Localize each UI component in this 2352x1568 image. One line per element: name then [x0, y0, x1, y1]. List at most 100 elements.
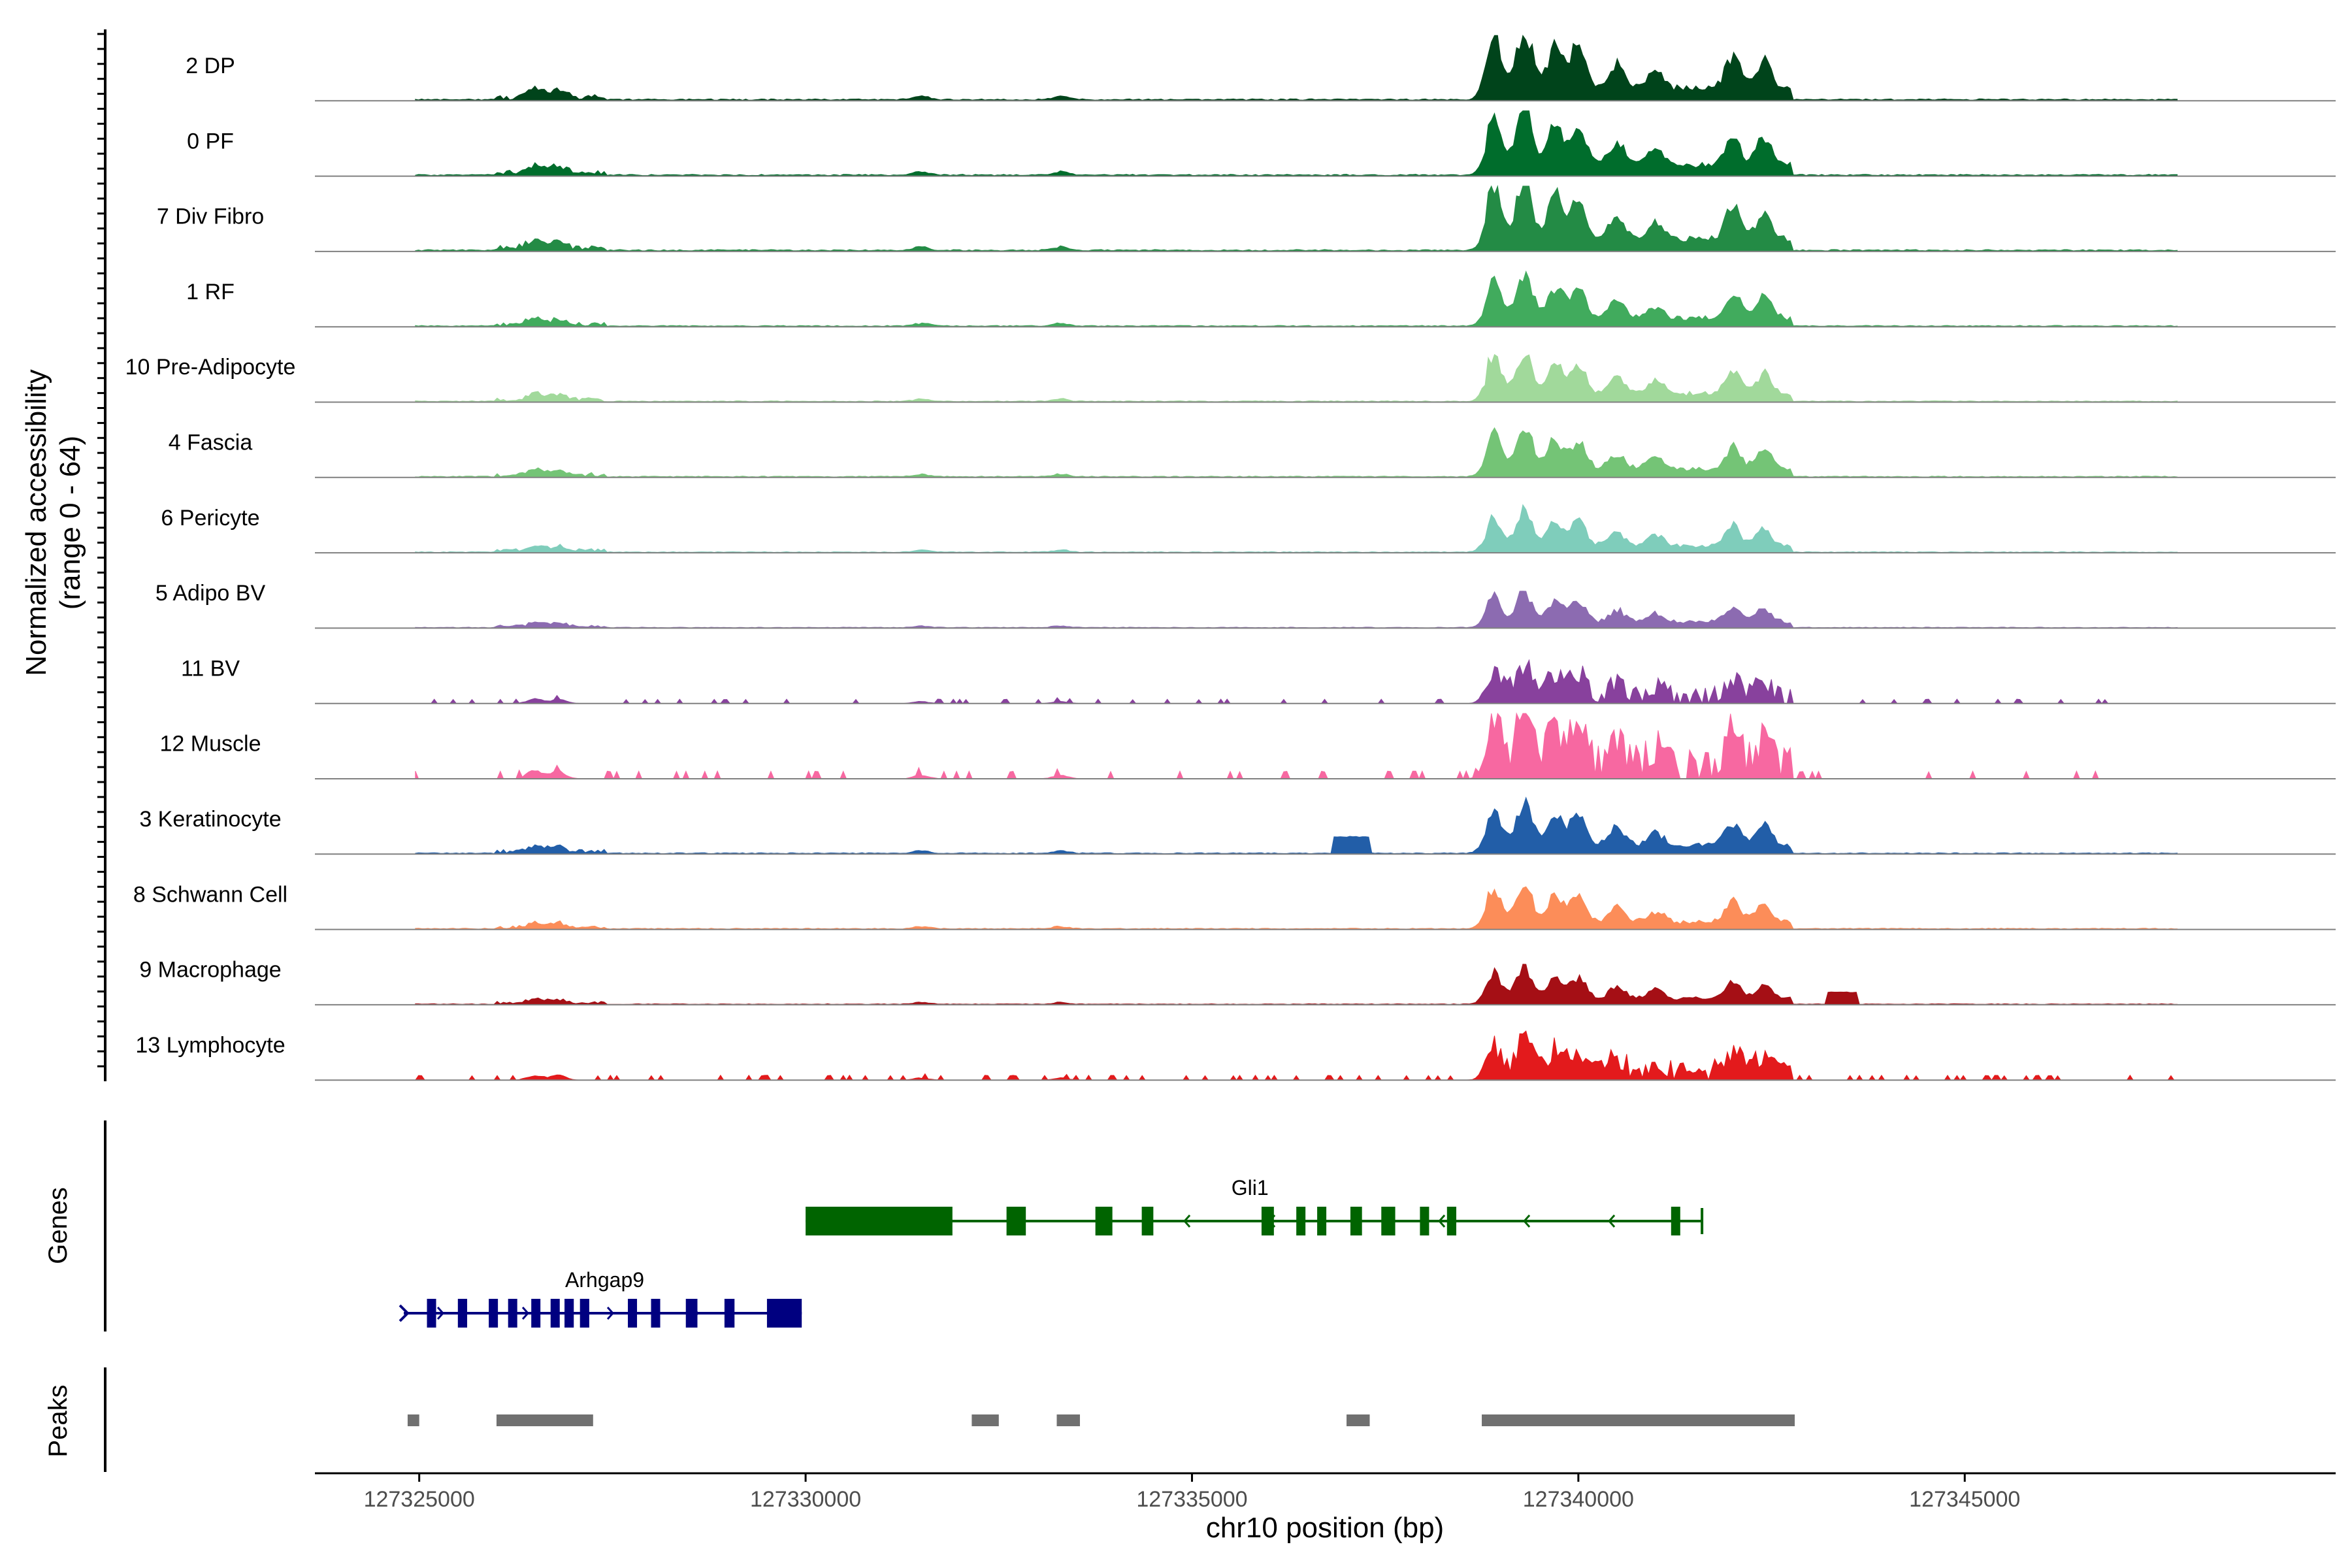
genes-panel-label: Genes	[44, 1187, 73, 1264]
peak-block	[1347, 1414, 1370, 1426]
gene-exon	[766, 1299, 802, 1328]
track-label: 11 BV	[181, 656, 240, 681]
track-area	[415, 353, 2178, 402]
track-label: 10 Pre-Adipocyte	[125, 355, 296, 380]
gene-exon	[1317, 1207, 1327, 1235]
x-axis-title: chr10 position (bp)	[1206, 1512, 1444, 1544]
gene-exon	[806, 1207, 953, 1235]
peaks-panel-label: Peaks	[44, 1384, 73, 1457]
track-8-schwann-cell: 8 Schwann Cell	[133, 882, 2336, 930]
gene-gli1: Gli1	[806, 1176, 1704, 1235]
track-area	[415, 427, 2178, 478]
gene-exon	[427, 1299, 436, 1328]
x-tick-label: 127335000	[1136, 1487, 1247, 1512]
gene-exon	[489, 1299, 498, 1328]
track-label: 1 RF	[186, 280, 235, 304]
gene-exon	[1095, 1207, 1113, 1235]
x-tick-label: 127340000	[1523, 1487, 1634, 1512]
track-label: 3 Keratinocyte	[139, 807, 281, 832]
gene-label: Arhgap9	[565, 1268, 644, 1292]
track-label: 12 Muscle	[160, 732, 261, 757]
track-1-rf: 1 RF	[186, 270, 2336, 328]
track-area	[415, 712, 2178, 780]
track-4-fascia: 4 Fascia	[169, 427, 2336, 478]
gene-exon	[1006, 1207, 1026, 1235]
y-axis-title-main: Normalized accessibility	[20, 369, 52, 676]
track-9-macrophage: 9 Macrophage	[139, 958, 2336, 1005]
track-label: 13 Lymphocyte	[135, 1033, 285, 1058]
track-2-dp: 2 DP	[186, 35, 2336, 102]
track-area	[415, 659, 2178, 705]
track-5-adipo-bv: 5 Adipo BV	[155, 581, 2336, 629]
gene-exon	[1261, 1207, 1274, 1235]
genes-panel: Genes Gli1 Arhgap9	[44, 1120, 1704, 1331]
gene-arhgap9: Arhgap9	[399, 1268, 802, 1328]
strand-arrow	[1438, 1215, 1446, 1228]
track-12-muscle: 12 Muscle	[160, 712, 2336, 780]
gene-exon	[1446, 1207, 1456, 1235]
track-area	[415, 796, 2178, 855]
track-area	[414, 1030, 2178, 1081]
gene-exon	[1296, 1207, 1306, 1235]
track-area	[415, 591, 2178, 629]
gene-exon	[550, 1299, 560, 1328]
peak-block	[407, 1414, 419, 1426]
track-label: 4 Fascia	[169, 431, 253, 455]
gene-exon	[508, 1299, 517, 1328]
track-6-pericyte: 6 Pericyte	[161, 504, 2336, 554]
gene-exon	[1420, 1207, 1429, 1235]
coverage-tracks: 2 DP 0 PF 7 Div Fibro 1 RF 10 Pre-Adipocyte 4…	[125, 35, 2336, 1081]
left-axis	[97, 29, 106, 1081]
gene-exon	[457, 1299, 468, 1328]
track-label: 9 Macrophage	[139, 958, 281, 983]
strand-arrow	[1183, 1215, 1191, 1228]
gene-exon	[531, 1299, 541, 1328]
y-axis-title: Normalized accessibility (range 0 - 64)	[20, 369, 86, 676]
strand-arrow	[436, 1307, 445, 1320]
strand-arrow	[1523, 1215, 1531, 1228]
strand-arrow	[1608, 1215, 1616, 1228]
gene-exon	[1381, 1207, 1396, 1235]
peak-block	[972, 1414, 999, 1426]
track-10-pre-adipocyte: 10 Pre-Adipocyte	[125, 353, 2336, 403]
track-area	[415, 504, 2178, 553]
track-0-pf: 0 PF	[187, 110, 2336, 177]
gene-label: Gli1	[1232, 1176, 1269, 1200]
gene-exon	[651, 1299, 661, 1328]
peak-block	[496, 1414, 593, 1426]
gene-start-marker	[399, 1304, 410, 1322]
track-13-lymphocyte: 13 Lymphocyte	[135, 1030, 2336, 1081]
track-label: 7 Div Fibro	[157, 204, 264, 229]
track-area	[415, 886, 2178, 930]
gene-exon	[1141, 1207, 1154, 1235]
gene-exon	[580, 1299, 589, 1328]
peak-block	[1056, 1414, 1080, 1426]
gene-exon	[628, 1299, 638, 1328]
gene-exon	[1350, 1207, 1362, 1235]
track-3-keratinocyte: 3 Keratinocyte	[139, 796, 2336, 855]
gene-exon	[685, 1299, 698, 1328]
strand-arrow	[521, 1307, 530, 1320]
track-area	[415, 964, 2178, 1005]
x-axis: chr10 position (bp) 127325000 127330000 12…	[315, 1472, 2336, 1544]
track-area	[415, 184, 2178, 252]
track-label: 5 Adipo BV	[155, 581, 266, 606]
x-tick-label: 127325000	[364, 1487, 475, 1512]
x-tick-label: 127330000	[750, 1487, 861, 1512]
track-area	[415, 110, 2178, 177]
track-label: 2 DP	[186, 54, 235, 78]
x-tick-label: 127345000	[1909, 1487, 2020, 1512]
track-11-bv: 11 BV	[181, 656, 2336, 705]
y-axis-title-range: (range 0 - 64)	[54, 436, 86, 610]
gene-exon	[724, 1299, 735, 1328]
track-area	[415, 35, 2178, 101]
strand-arrow	[606, 1307, 615, 1320]
peak-block	[1482, 1414, 1795, 1426]
track-label: 0 PF	[187, 129, 234, 154]
track-label: 6 Pericyte	[161, 506, 259, 531]
track-area	[415, 270, 2178, 327]
gene-exon	[564, 1299, 574, 1328]
gene-exon	[1671, 1207, 1680, 1235]
track-7-div-fibro: 7 Div Fibro	[157, 184, 2336, 252]
